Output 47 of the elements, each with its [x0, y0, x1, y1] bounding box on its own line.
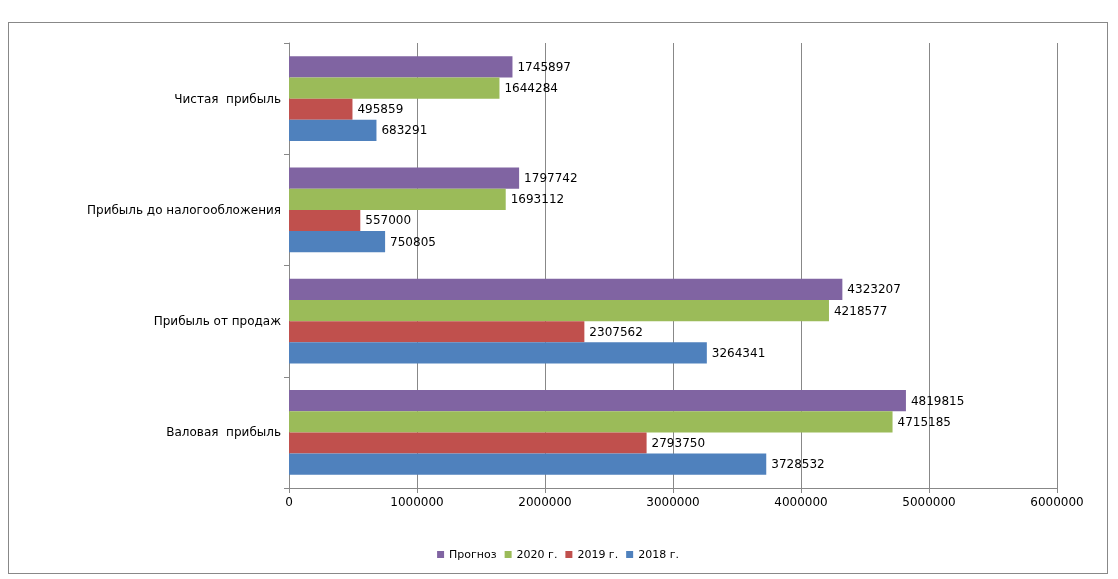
bar — [289, 278, 843, 300]
data-label: 4323207 — [847, 282, 901, 297]
x-tick-label: 0 — [285, 495, 293, 509]
y-tick-label: Чистая прибыль — [174, 91, 281, 106]
bar — [289, 77, 500, 99]
bar — [289, 342, 707, 364]
legend-label: Прогноз — [449, 548, 497, 561]
data-label: 2307562 — [589, 324, 643, 339]
data-label: 1745897 — [517, 59, 571, 74]
data-label: 2793750 — [651, 435, 706, 450]
x-tick-label: 5000000 — [902, 495, 956, 509]
data-label: 750805 — [390, 234, 436, 249]
bar — [289, 432, 647, 454]
y-tick-label: Прибыль от продаж — [153, 314, 282, 329]
data-label: 3728532 — [771, 457, 825, 472]
x-tick-label: 1000000 — [390, 495, 444, 509]
y-tick-label: Прибыль до налогообложения — [87, 202, 281, 217]
data-label: 557000 — [365, 213, 412, 228]
bar — [289, 98, 353, 120]
data-label: 1693112 — [510, 192, 565, 207]
bar — [289, 299, 829, 322]
data-label: 683291 — [381, 123, 428, 138]
x-tick-label: 4000000 — [774, 495, 828, 509]
legend-label: 2019 г. — [577, 548, 619, 561]
bar — [289, 167, 520, 189]
data-label: 4218577 — [833, 303, 888, 318]
bar — [289, 321, 585, 343]
y-tick-label: Валовая прибыль — [166, 425, 281, 440]
bar — [289, 56, 513, 78]
data-label: 1644284 — [504, 81, 558, 96]
x-tick-label: 3000000 — [646, 495, 700, 509]
data-label: 1797742 — [524, 171, 578, 186]
bar — [289, 390, 906, 412]
bar — [289, 188, 506, 210]
x-tick-label: 2000000 — [518, 495, 572, 509]
bar — [289, 231, 386, 253]
legend-label: 2018 г. — [638, 548, 679, 561]
data-label: 3264341 — [711, 345, 766, 360]
legend-label: 2020 г. — [516, 548, 558, 561]
data-label: 4715185 — [897, 414, 951, 429]
bar — [289, 453, 767, 475]
bar — [289, 411, 893, 433]
bar — [289, 119, 377, 141]
x-tick-label: 6000000 — [1030, 495, 1084, 509]
data-label: 495859 — [357, 102, 404, 117]
bar — [289, 209, 361, 232]
data-label: 4819815 — [910, 393, 965, 408]
